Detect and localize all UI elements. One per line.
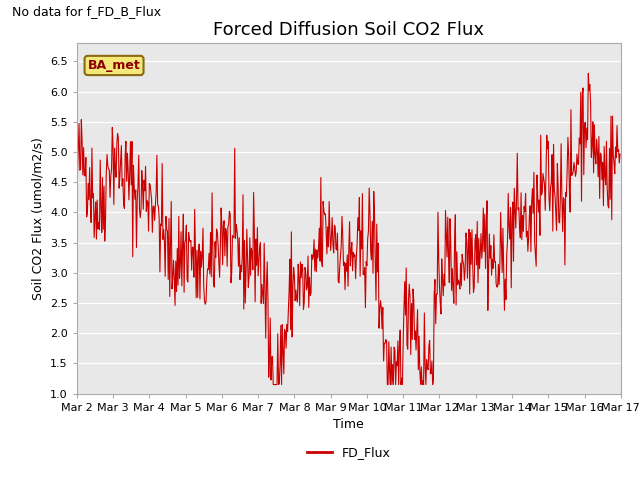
Legend: FD_Flux: FD_Flux: [302, 442, 396, 465]
Title: Forced Diffusion Soil CO2 Flux: Forced Diffusion Soil CO2 Flux: [213, 21, 484, 39]
X-axis label: Time: Time: [333, 418, 364, 431]
Y-axis label: Soil CO2 Flux (umol/m2/s): Soil CO2 Flux (umol/m2/s): [31, 137, 44, 300]
Text: No data for f_FD_B_Flux: No data for f_FD_B_Flux: [12, 5, 161, 18]
Text: BA_met: BA_met: [88, 59, 140, 72]
